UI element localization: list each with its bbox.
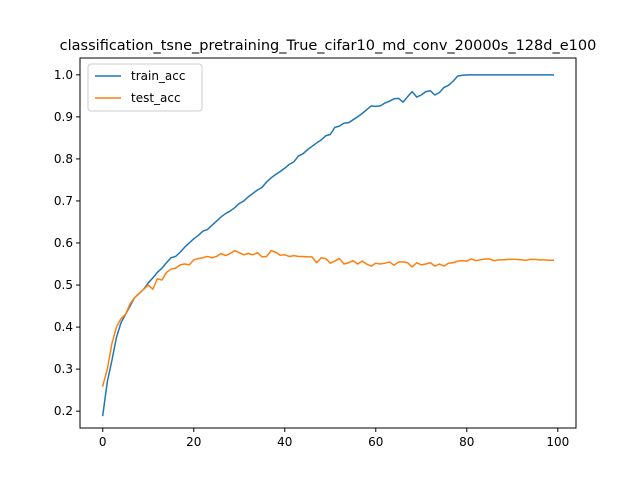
chart-title: classification_tsne_pretraining_True_cif… — [60, 38, 597, 54]
series-line-train-acc — [101, 74, 554, 417]
y-tick-label: 0.7 — [54, 194, 73, 208]
y-axis: 0.2 0.3 0.4 0.5 0.6 0.7 0.8 0.9 1.0 — [54, 68, 80, 418]
plot-lines — [101, 74, 554, 417]
axes-frame — [79, 57, 577, 429]
legend-label: train_acc — [131, 69, 185, 83]
legend-label: test_acc — [131, 91, 181, 105]
x-tick-label: 100 — [546, 435, 569, 449]
x-tick-label: 0 — [99, 435, 107, 449]
x-tick-label: 40 — [277, 435, 292, 449]
y-tick-label: 0.3 — [54, 362, 73, 376]
legend: train_acc test_acc — [87, 63, 203, 112]
x-tick-label: 20 — [186, 435, 201, 449]
y-tick-label: 0.9 — [54, 110, 73, 124]
series-line-test-acc — [101, 249, 554, 387]
x-tick-label: 80 — [459, 435, 474, 449]
y-tick-label: 0.6 — [54, 236, 73, 250]
x-tick-label: 60 — [368, 435, 383, 449]
y-tick-label: 0.5 — [54, 278, 73, 292]
y-tick-label: 0.4 — [54, 320, 73, 334]
x-axis: 0 20 40 60 80 100 — [99, 428, 569, 449]
y-tick-label: 0.8 — [54, 152, 73, 166]
legend-entry-train-acc: train_acc — [95, 69, 185, 83]
legend-entry-test-acc: test_acc — [95, 91, 181, 105]
y-tick-label: 0.2 — [54, 404, 73, 418]
y-tick-label: 1.0 — [54, 68, 73, 82]
